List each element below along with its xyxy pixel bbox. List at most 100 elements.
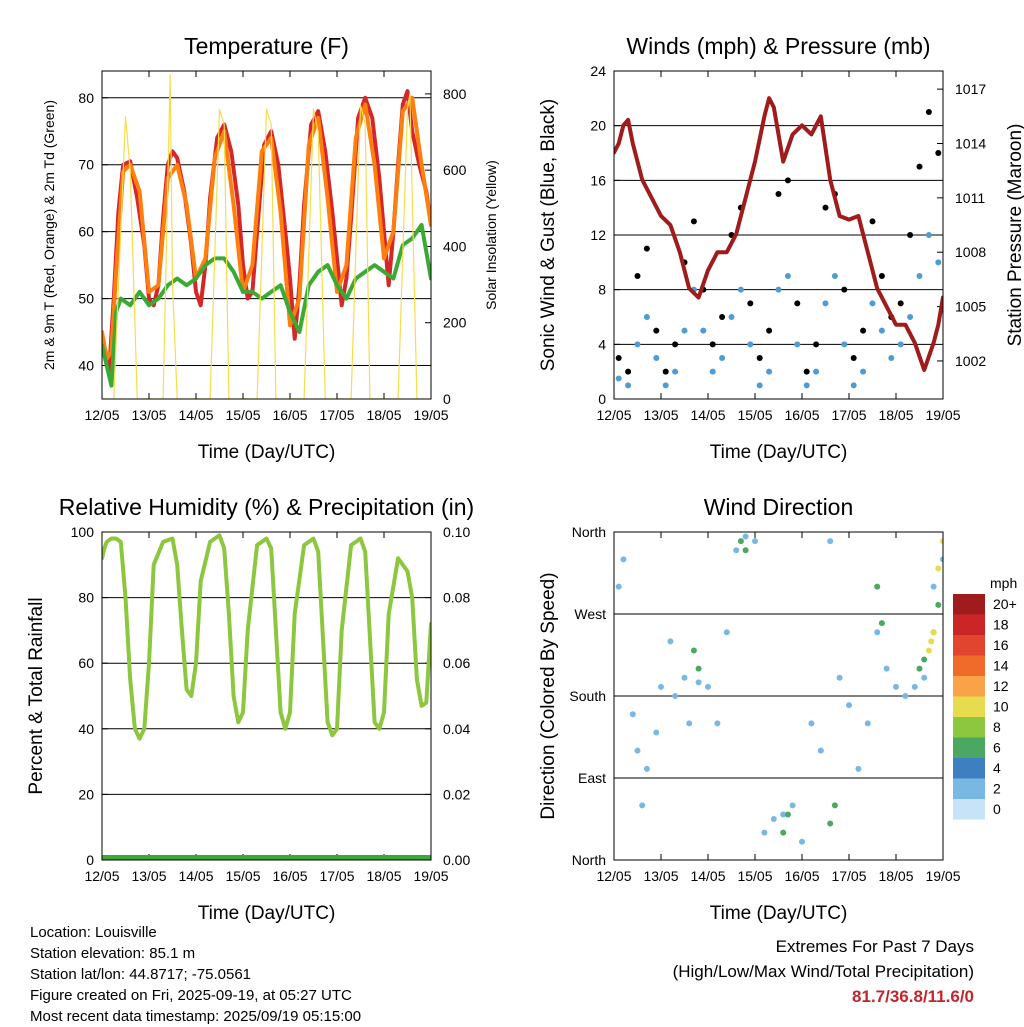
x-axis-label: Time (Day/UTC)	[198, 903, 336, 924]
legend-label: 20+	[993, 596, 1017, 612]
x-tick-label: 19/05	[925, 407, 960, 423]
data-point	[921, 656, 928, 663]
legend-swatch	[953, 614, 985, 635]
data-point	[620, 556, 627, 563]
data-point	[883, 665, 890, 672]
legend-label: 14	[993, 658, 1009, 674]
panel-2: 0 4 8 12 16 20 24 1002 1005 1008 1011 1014 1017 12/05…	[538, 33, 1024, 463]
data-point	[643, 245, 650, 252]
x-tick-label: 19/05	[413, 868, 448, 884]
data-point	[907, 232, 914, 238]
recent-text: Most recent data timestamp: 2025/09/19 0…	[30, 1008, 362, 1025]
data-point	[925, 647, 932, 654]
x-tick-label: 19/05	[413, 407, 448, 423]
y-tick-label: 60	[78, 655, 94, 671]
legend-label: 10	[993, 699, 1009, 715]
data-point	[667, 638, 674, 645]
y-right-tick-label: 1014	[955, 135, 986, 151]
y-right-tick-label: 1011	[955, 190, 985, 206]
data-layer	[615, 533, 943, 845]
x-tick-label: 14/05	[690, 407, 725, 423]
data-point	[672, 368, 679, 375]
data-point	[907, 314, 914, 320]
y-right-tick-label: 0.10	[443, 524, 470, 540]
data-point	[869, 300, 876, 307]
data-point	[756, 382, 763, 389]
panel-3: 0 20 40 60 80 100 0.00 0.02 0.04 0.06 0.08 0.10 12/0…	[26, 494, 474, 924]
data-point	[869, 218, 876, 225]
x-tick-label: 16/05	[784, 407, 819, 423]
data-layer	[614, 96, 943, 389]
data-point	[940, 556, 943, 563]
legend-swatch	[953, 737, 985, 758]
data-point	[930, 583, 937, 590]
data-point	[935, 259, 942, 266]
plot-frame	[101, 531, 432, 861]
data-point	[911, 683, 918, 690]
x-axis-label: Time (Day/UTC)	[198, 442, 336, 463]
x-tick-label: 18/05	[366, 868, 401, 884]
data-point	[855, 765, 862, 772]
x-tick-label: 15/05	[225, 868, 260, 884]
y-tick-label: 20	[590, 118, 606, 134]
y-right-tick-label: 600	[443, 162, 467, 178]
data-point	[897, 341, 904, 348]
data-point	[930, 629, 937, 636]
data-point	[634, 273, 641, 279]
y-right-tick-label: 0.06	[443, 655, 470, 671]
data-point	[629, 711, 636, 718]
y-tick-label: 20	[78, 786, 94, 802]
data-point	[747, 341, 754, 348]
data-point	[916, 273, 923, 279]
data-point	[784, 273, 791, 279]
data-point	[799, 838, 805, 845]
data-point	[662, 382, 669, 389]
y-right-axis-label: Station Pressure (Maroon)	[1005, 124, 1024, 347]
x-tick-label: 15/05	[737, 407, 772, 423]
legend-swatch	[953, 758, 985, 779]
legend-swatch	[953, 594, 985, 615]
data-point	[831, 273, 838, 279]
data-point	[831, 802, 838, 809]
y-tick-label: 16	[590, 172, 606, 188]
series-line	[102, 222, 431, 388]
x-tick-label: 16/05	[272, 407, 307, 423]
data-point	[864, 720, 871, 727]
panel-title: Wind Direction	[704, 494, 854, 520]
data-point	[784, 811, 791, 818]
y-right-tick-label: 200	[443, 315, 467, 331]
data-point	[794, 341, 801, 348]
data-point	[822, 300, 829, 307]
data-point	[878, 273, 885, 279]
data-point	[841, 286, 848, 293]
data-point	[737, 538, 744, 545]
legend-label: 8	[993, 719, 1001, 735]
y-right-tick-label: 1002	[955, 353, 986, 369]
data-point	[705, 683, 711, 690]
data-point	[747, 300, 754, 307]
latlon-text: Station lat/lon: 44.8717; -75.0561	[30, 966, 252, 983]
y-tick-label: 80	[78, 90, 94, 106]
data-point	[672, 693, 679, 699]
data-point	[916, 665, 923, 672]
data-point	[756, 355, 763, 361]
legend-label: 12	[993, 678, 1009, 694]
data-point	[709, 368, 716, 375]
y-tick-label: North	[572, 852, 606, 868]
x-tick-label: 18/05	[878, 407, 913, 423]
data-point	[925, 232, 932, 238]
legend-swatch	[953, 717, 985, 738]
data-point	[878, 620, 885, 627]
panel-title: Temperature (F)	[184, 33, 349, 59]
data-point	[775, 191, 782, 197]
data-point	[921, 674, 928, 681]
legend-swatch	[953, 778, 985, 799]
legend-title: mph	[990, 575, 1017, 591]
x-tick-label: 15/05	[737, 868, 772, 884]
data-point	[784, 177, 791, 184]
data-point	[916, 163, 923, 170]
data-point	[728, 314, 735, 320]
data-point	[874, 629, 881, 636]
x-tick-label: 14/05	[178, 407, 213, 423]
